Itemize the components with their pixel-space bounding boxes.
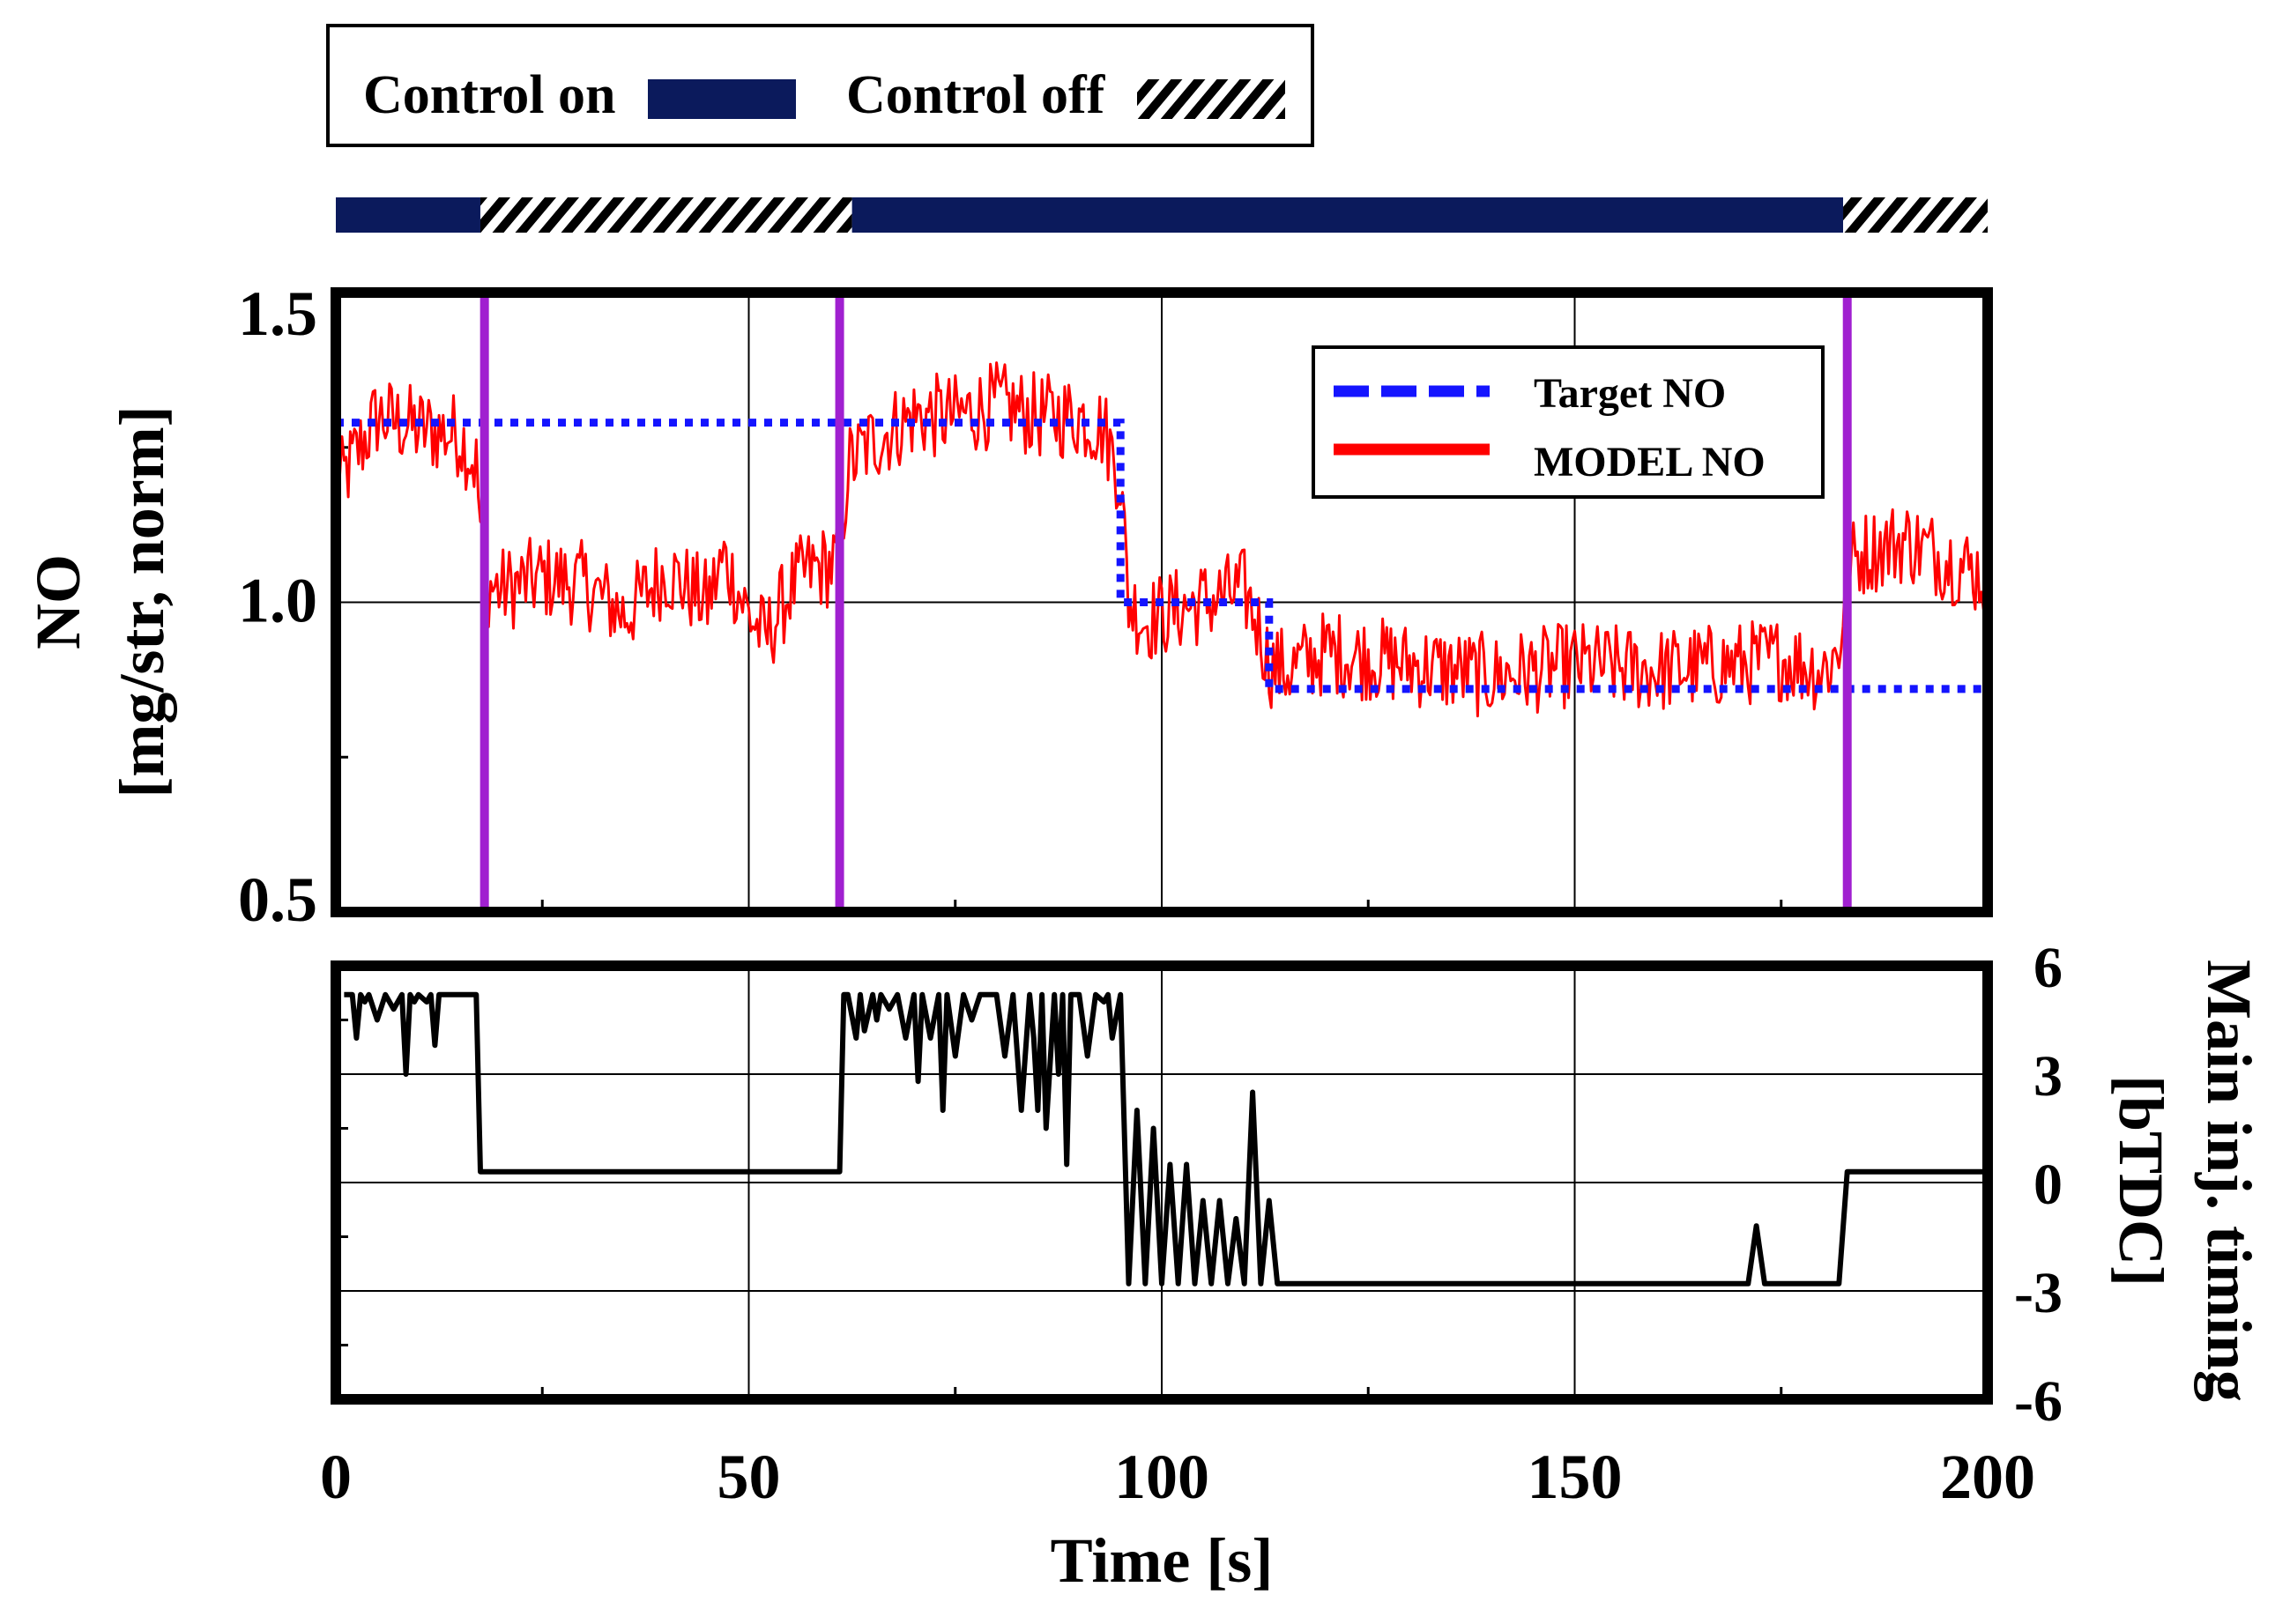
timing-y-tick-label: 3 <box>2033 1044 2063 1109</box>
time-x-tick-label: 100 <box>1114 1442 1209 1512</box>
x-axis-label: Time [s] <box>1051 1525 1274 1596</box>
legend-model-label: MODEL NO <box>1534 439 1766 486</box>
time-x-tick-label: 50 <box>717 1442 781 1512</box>
control-segment-on <box>851 197 1844 233</box>
timing-y-axis-label-line1: Main inj. timing <box>2194 960 2264 1402</box>
no-y-tick-label: 1.5 <box>238 278 317 349</box>
time-x-tick-label: 200 <box>1940 1442 2035 1512</box>
timing-panel: -6 -3 0 3 6 0 50 100 150 200 Time [s] Main inj. … <box>320 936 2264 1596</box>
timing-y-tick-label: -3 <box>2014 1261 2063 1325</box>
no-panel-frame <box>331 287 1993 917</box>
timing-y-axis-label-line2: [bTDC] <box>2106 1075 2176 1287</box>
no-panel: 0.5 1.0 1.5 NO [mg/str, norm] Target NO MO… <box>23 278 1993 935</box>
timing-y-tick-label: -6 <box>2014 1369 2063 1434</box>
no-y-tick-label: 1.0 <box>238 566 317 636</box>
time-x-tick-label: 0 <box>320 1442 352 1512</box>
control-legend: Control on Control off <box>326 24 1314 147</box>
control-state-bar <box>336 197 1988 233</box>
time-x-tick-label: 150 <box>1528 1442 1623 1512</box>
no-legend: Target NO MODEL NO <box>1312 345 1825 499</box>
model-no-line <box>336 361 1988 718</box>
timing-y-tick-labels: -6 -3 0 3 6 <box>2014 936 2063 1434</box>
no-panel-series <box>336 361 1988 718</box>
timing-line <box>344 991 1988 1287</box>
timing-panel-frame <box>331 960 1993 1405</box>
timing-panel-series <box>344 991 1988 1287</box>
control-segment-on <box>336 197 480 233</box>
control-segment-off <box>480 197 852 233</box>
no-legend-box <box>1312 345 1825 499</box>
control-on-label: Control on <box>363 65 616 125</box>
target-no-line <box>336 419 1988 693</box>
time-x-tick-labels: 0 50 100 150 200 <box>320 1442 2035 1512</box>
timing-panel-grid <box>336 966 1988 1399</box>
no-y-axis-label-line2: [mg/str, norm] <box>107 405 177 797</box>
legend-target-label: Target NO <box>1534 370 1726 417</box>
control-segment-off <box>1843 197 1988 233</box>
no-y-axis-label-line1: NO <box>23 554 93 649</box>
no-y-tick-labels: 0.5 1.0 1.5 <box>238 278 317 935</box>
no-y-tick-label: 0.5 <box>238 864 317 935</box>
control-on-swatch <box>648 79 796 119</box>
control-switch-lines <box>480 293 1852 912</box>
timing-y-tick-label: 0 <box>2033 1153 2063 1217</box>
timing-y-tick-label: 6 <box>2033 936 2063 1000</box>
control-off-swatch <box>1137 79 1285 119</box>
control-off-label: Control off <box>846 65 1106 125</box>
